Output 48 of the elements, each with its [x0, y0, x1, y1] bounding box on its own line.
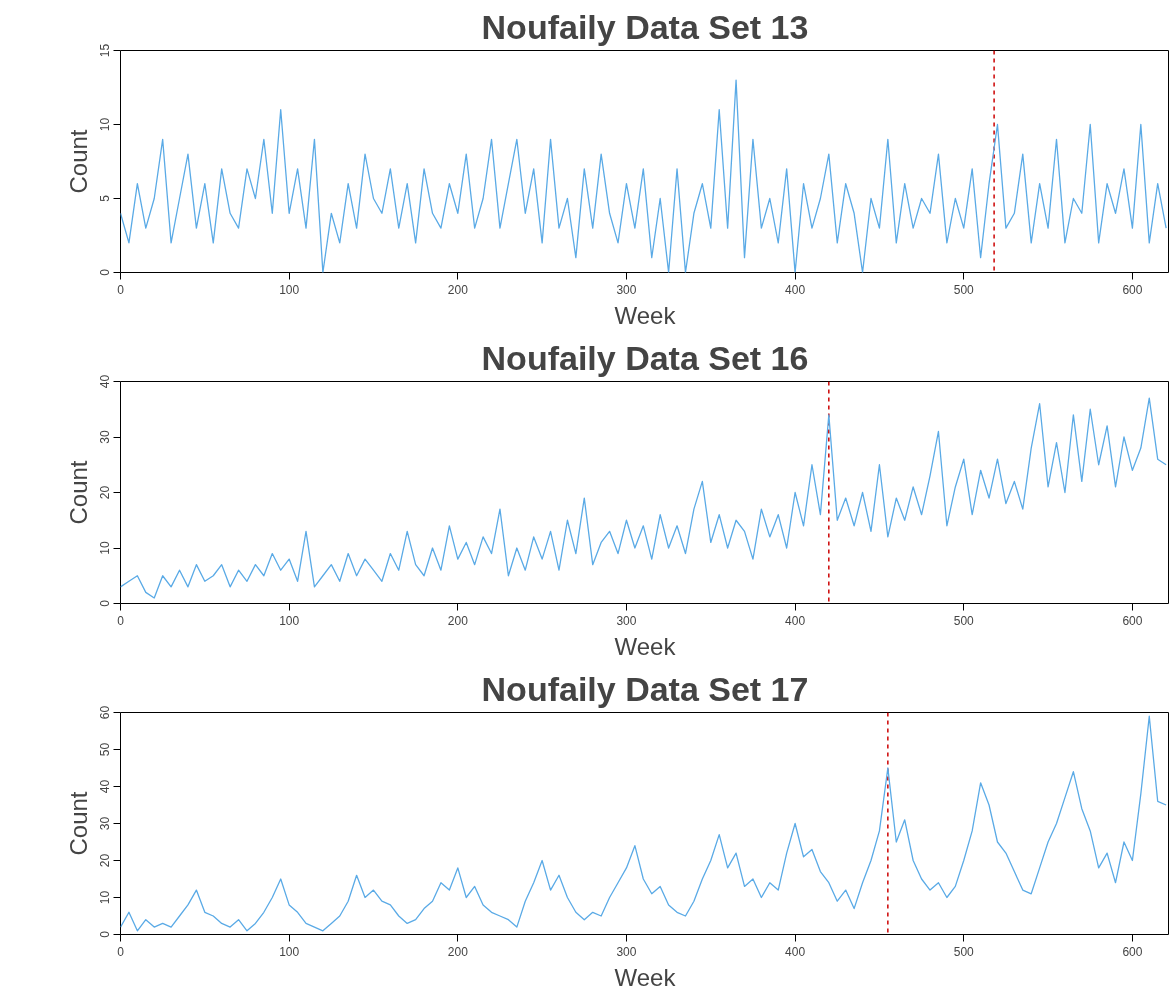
y-tick-label: 5: [97, 194, 112, 202]
chart-title: Noufaily Data Set 17: [481, 669, 809, 708]
y-tick-label: 40: [97, 779, 112, 794]
x-tick-label: 600: [1122, 282, 1143, 297]
chart-title: Noufaily Data Set 13: [481, 7, 809, 46]
y-tick-label: 0: [97, 599, 112, 607]
x-tick-label: 0: [117, 944, 125, 959]
x-tick-label: 300: [616, 613, 637, 628]
y-tick-label: 20: [97, 853, 112, 868]
x-tick-label: 300: [616, 282, 637, 297]
x-axis-title: Week: [614, 301, 677, 329]
y-tick-label: 0: [97, 930, 112, 938]
x-tick-label: 200: [447, 282, 469, 297]
x-tick-label: 200: [447, 613, 469, 628]
chart-title: Noufaily Data Set 16: [481, 338, 809, 377]
x-axis-title: Week: [614, 963, 677, 991]
y-tick-label: 0: [97, 268, 112, 276]
x-tick-label: 400: [785, 282, 806, 297]
x-tick-label: 600: [1122, 944, 1143, 959]
y-axis-title: Count: [64, 129, 92, 194]
y-tick-label: 50: [97, 742, 112, 757]
y-tick-label: 30: [97, 430, 112, 444]
x-tick-label: 500: [953, 613, 975, 628]
x-tick-label: 0: [117, 282, 125, 297]
x-tick-label: 500: [953, 282, 975, 297]
y-axis-title: Count: [64, 460, 92, 525]
y-tick-label: 30: [97, 816, 112, 831]
y-tick-label: 20: [97, 485, 112, 500]
x-tick-label: 600: [1122, 613, 1143, 628]
x-tick-label: 500: [953, 944, 975, 959]
y-tick-label: 10: [97, 541, 112, 555]
x-tick-label: 100: [279, 613, 300, 628]
line-series: [120, 79, 1167, 273]
y-tick-label: 40: [97, 374, 112, 389]
x-tick-label: 0: [117, 613, 125, 628]
y-tick-label: 15: [97, 43, 112, 58]
y-axis-title: Count: [64, 791, 92, 856]
x-tick-label: 200: [447, 944, 469, 959]
y-tick-label: 10: [97, 890, 112, 905]
x-axis-title: Week: [614, 632, 677, 660]
x-tick-label: 300: [616, 944, 637, 959]
x-tick-label: 100: [279, 282, 300, 297]
x-tick-label: 400: [785, 944, 806, 959]
y-tick-label: 60: [97, 705, 112, 720]
x-tick-label: 100: [279, 944, 300, 959]
y-tick-label: 10: [97, 117, 112, 132]
line-series: [120, 397, 1167, 599]
x-tick-label: 400: [785, 613, 806, 628]
